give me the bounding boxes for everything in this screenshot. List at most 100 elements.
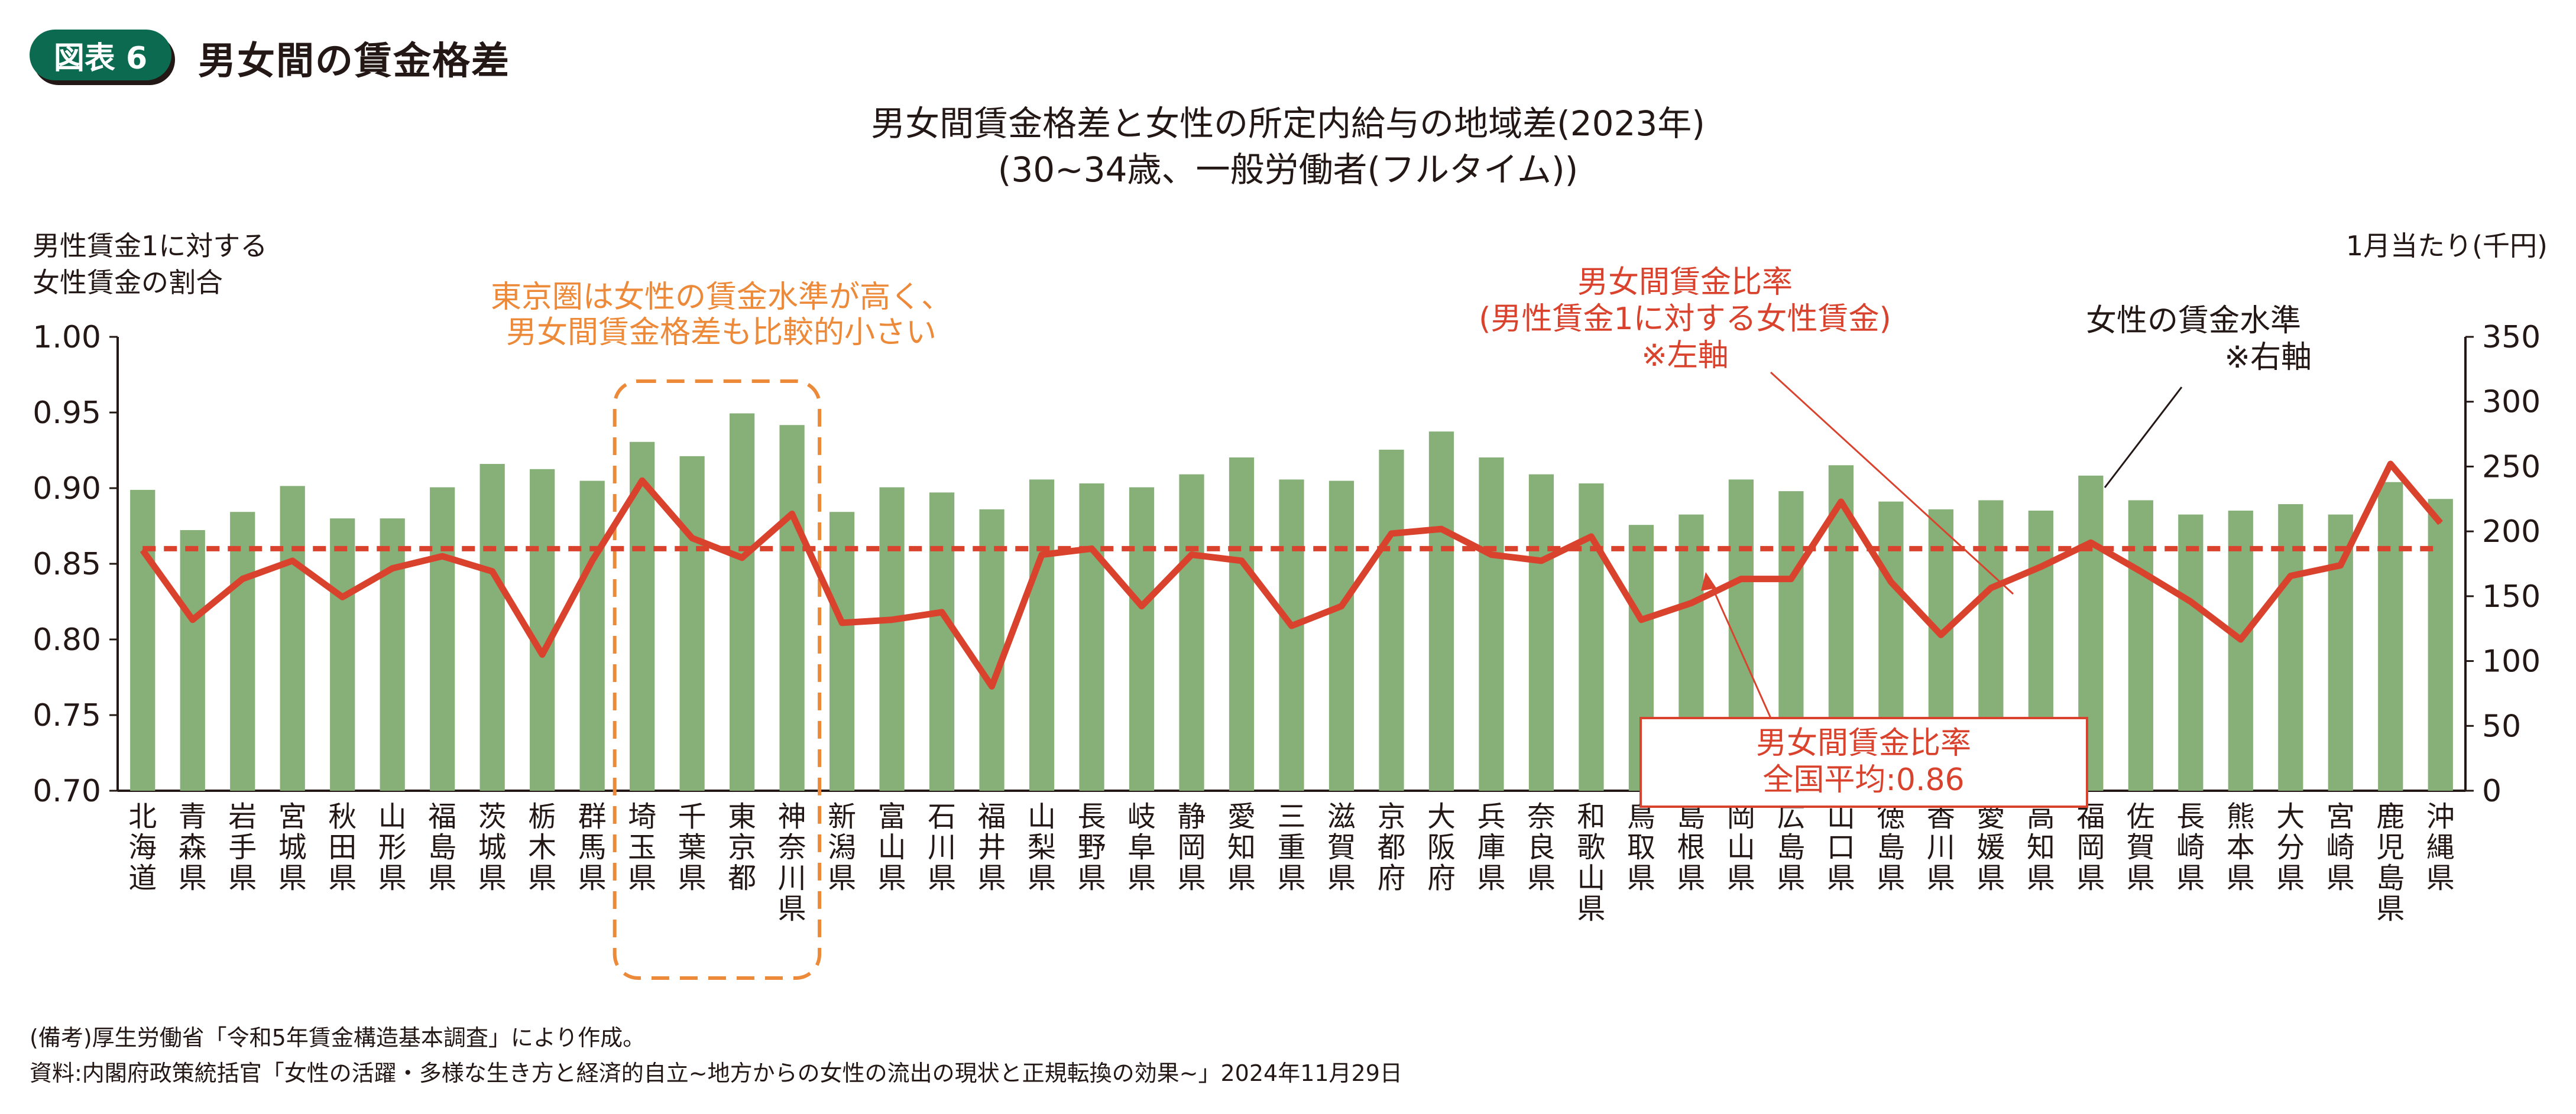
category-label: 山口県 xyxy=(1827,800,1855,895)
wage-bar xyxy=(530,469,555,791)
ratio-annotation-leader xyxy=(1770,371,2014,595)
category-label: 宮崎県 xyxy=(2326,800,2355,895)
category-label: 長崎県 xyxy=(2176,800,2205,895)
wage-bar xyxy=(479,464,505,791)
category-label: 京都府 xyxy=(1377,800,1405,895)
category-label: 福島県 xyxy=(428,800,456,895)
ratio-point xyxy=(2290,575,2292,577)
right-tick-label: 300 xyxy=(2482,385,2541,420)
ratio-point xyxy=(1640,619,1642,621)
wage-bar xyxy=(280,486,305,791)
ratio-point xyxy=(641,480,643,482)
wage-bar xyxy=(879,487,905,791)
ratio-point xyxy=(1740,578,1742,580)
category-label: 神奈川県 xyxy=(778,800,806,925)
category-label: 岡山県 xyxy=(1727,800,1755,895)
category-label: 鳥取県 xyxy=(1627,800,1655,895)
ratio-point xyxy=(192,619,193,621)
ratio-point xyxy=(2040,566,2042,568)
chart-title: 男女間賃金格差と女性の所定内給与の地域差(2023年) xyxy=(871,103,1705,144)
left-tick-label: 0.95 xyxy=(33,395,101,431)
ratio-point xyxy=(1091,548,1093,550)
ratio-point xyxy=(242,578,244,580)
category-label: 長野県 xyxy=(1078,800,1106,895)
category-label: 三重県 xyxy=(1277,800,1305,895)
wage-bar xyxy=(430,487,455,791)
wage-bar xyxy=(679,456,705,791)
category-label: 岩手県 xyxy=(228,800,257,895)
left-tick-label: 0.90 xyxy=(33,471,101,506)
ratio-point xyxy=(491,570,493,572)
wage-bar xyxy=(1528,474,1554,791)
left-tick-label: 0.70 xyxy=(33,774,101,809)
ratio-point xyxy=(1141,605,1143,607)
category-label: 静岡県 xyxy=(1178,800,1206,895)
category-label: 愛媛県 xyxy=(1976,800,2005,895)
wage-bar xyxy=(1579,483,1604,791)
right-tick-label: 200 xyxy=(2482,514,2541,550)
wage-bar xyxy=(380,518,405,791)
category-label: 熊本県 xyxy=(2227,800,2255,895)
right-tick-label: 100 xyxy=(2482,644,2541,680)
category-label: 富山県 xyxy=(878,800,906,895)
category-label: 大阪府 xyxy=(1427,800,1456,895)
category-label: 宮城県 xyxy=(278,800,307,895)
category-label: 兵庫県 xyxy=(1477,800,1505,895)
category-label: 山形県 xyxy=(378,800,407,895)
wage-bar xyxy=(1129,487,1155,791)
ratio-point xyxy=(1340,605,1342,607)
wage-bar xyxy=(1279,479,1304,791)
left-axis-label: 男性賃金1に対する 女性賃金の割合 xyxy=(33,228,267,301)
average-box-text: 全国平均:0.86 xyxy=(1762,762,1964,798)
category-label: 鹿児島県 xyxy=(2376,800,2405,925)
category-label: 佐賀県 xyxy=(2127,800,2155,895)
wage-bar xyxy=(2178,514,2204,791)
right-tick-label: 50 xyxy=(2482,709,2521,744)
left-tick-label: 1.00 xyxy=(33,320,101,355)
ratio-point xyxy=(2140,570,2141,572)
right-tick-label: 250 xyxy=(2482,449,2541,485)
wage-bar xyxy=(1079,483,1104,791)
wage-bar xyxy=(1428,431,1454,791)
wage-bar xyxy=(729,413,755,791)
tokyo-annotation: 男女間賃金格差も比較的小さい xyxy=(506,315,937,350)
wage-bar xyxy=(1379,449,1404,791)
right-tick-label: 150 xyxy=(2482,579,2541,615)
category-label: 広島県 xyxy=(1777,800,1805,895)
ratio-point xyxy=(1291,625,1292,626)
wage-bar xyxy=(779,425,805,791)
right-axis-label: 1月当たり(千円) xyxy=(2345,230,2548,262)
wage-bar xyxy=(330,518,355,791)
category-label: 香川県 xyxy=(1927,800,1955,895)
category-label: 岐阜県 xyxy=(1127,800,1156,895)
figure-badge: 図表 6 xyxy=(30,30,171,80)
wage-bar xyxy=(2378,482,2403,791)
ratio-point xyxy=(2390,463,2392,465)
average-box-leader xyxy=(1707,579,1772,719)
ratio-point xyxy=(1990,587,1992,589)
wage-annotation: ※右軸 xyxy=(2224,340,2312,375)
chart-subtitle: (30~34歳、一般労働者(フルタイム)) xyxy=(997,150,1579,190)
tokyo-highlight-box xyxy=(613,379,822,980)
wage-annotation: 女性の賃金水準 xyxy=(2086,303,2301,339)
category-label: 大分県 xyxy=(2276,800,2305,895)
ratio-point xyxy=(941,611,943,613)
category-label: 新潟県 xyxy=(828,800,856,895)
wage-bar xyxy=(2278,504,2303,791)
ratio-point xyxy=(1890,581,1892,583)
ratio-point xyxy=(991,686,993,687)
ratio-point xyxy=(1540,560,1542,561)
ratio-point xyxy=(2190,601,2192,602)
category-label: 和歌山県 xyxy=(1577,800,1605,925)
ratio-point xyxy=(1690,602,1692,604)
wage-bar xyxy=(180,530,205,791)
ratio-point xyxy=(891,619,893,621)
ratio-annotation: 男女間賃金比率 xyxy=(1577,265,1793,300)
ratio-point xyxy=(1191,554,1193,556)
category-label: 山梨県 xyxy=(1028,800,1056,895)
category-label: 青森県 xyxy=(179,800,207,895)
category-label: 滋賀県 xyxy=(1327,800,1356,895)
category-label: 石川県 xyxy=(928,800,956,895)
wage-bar xyxy=(2428,499,2453,791)
